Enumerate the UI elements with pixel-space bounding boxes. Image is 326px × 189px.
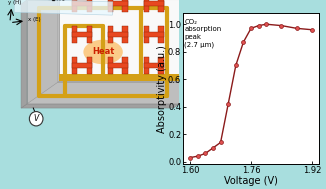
Polygon shape bbox=[158, 26, 164, 43]
Polygon shape bbox=[108, 32, 128, 37]
Y-axis label: Absorptivity (a.u.): Absorptivity (a.u.) bbox=[156, 45, 167, 133]
Polygon shape bbox=[144, 26, 149, 43]
Polygon shape bbox=[108, 1, 128, 6]
Polygon shape bbox=[108, 0, 113, 12]
Polygon shape bbox=[72, 0, 78, 12]
Polygon shape bbox=[180, 57, 185, 74]
Polygon shape bbox=[72, 32, 92, 37]
Polygon shape bbox=[180, 0, 185, 12]
Polygon shape bbox=[108, 63, 128, 68]
Text: CO₂
absorption
peak
(2.7 μm): CO₂ absorption peak (2.7 μm) bbox=[185, 19, 222, 48]
Polygon shape bbox=[72, 26, 78, 43]
Polygon shape bbox=[194, 26, 200, 43]
Text: $I_0$/P: $I_0$/P bbox=[221, 55, 232, 63]
X-axis label: Voltage (V): Voltage (V) bbox=[224, 176, 278, 186]
Ellipse shape bbox=[83, 40, 123, 64]
Polygon shape bbox=[59, 74, 212, 81]
Polygon shape bbox=[194, 0, 200, 12]
Polygon shape bbox=[180, 26, 185, 43]
Circle shape bbox=[29, 112, 43, 126]
Polygon shape bbox=[72, 1, 92, 6]
Polygon shape bbox=[144, 0, 149, 12]
Polygon shape bbox=[144, 57, 149, 74]
Polygon shape bbox=[144, 63, 164, 68]
Text: $I_1$: $I_1$ bbox=[221, 23, 227, 32]
Polygon shape bbox=[158, 57, 164, 74]
Polygon shape bbox=[72, 57, 78, 74]
Polygon shape bbox=[14, 0, 113, 15]
Polygon shape bbox=[194, 57, 200, 74]
Text: $I_2$: $I_2$ bbox=[221, 0, 227, 1]
Polygon shape bbox=[180, 63, 200, 68]
Polygon shape bbox=[21, 104, 179, 108]
Text: x (E): x (E) bbox=[28, 17, 40, 22]
Polygon shape bbox=[72, 63, 92, 68]
Polygon shape bbox=[108, 57, 113, 74]
Polygon shape bbox=[144, 1, 164, 6]
Polygon shape bbox=[87, 0, 92, 12]
Polygon shape bbox=[180, 1, 200, 6]
Polygon shape bbox=[87, 26, 92, 43]
Polygon shape bbox=[58, 81, 212, 82]
Text: IR
light: IR light bbox=[47, 0, 66, 2]
Polygon shape bbox=[158, 0, 164, 12]
Text: Si: Si bbox=[0, 188, 1, 189]
Polygon shape bbox=[180, 32, 200, 37]
Polygon shape bbox=[59, 0, 212, 81]
Text: y (H): y (H) bbox=[8, 0, 22, 5]
Polygon shape bbox=[58, 0, 59, 82]
Text: Heat: Heat bbox=[92, 47, 114, 57]
Polygon shape bbox=[123, 26, 128, 43]
Polygon shape bbox=[21, 0, 27, 108]
Polygon shape bbox=[108, 26, 113, 43]
Polygon shape bbox=[87, 57, 92, 74]
Text: V: V bbox=[34, 114, 39, 123]
Text: t: t bbox=[204, 36, 206, 42]
Polygon shape bbox=[144, 32, 164, 37]
Polygon shape bbox=[27, 82, 210, 104]
Polygon shape bbox=[123, 57, 128, 74]
Polygon shape bbox=[27, 0, 179, 104]
Text: Au: Au bbox=[0, 188, 1, 189]
Polygon shape bbox=[123, 0, 128, 12]
